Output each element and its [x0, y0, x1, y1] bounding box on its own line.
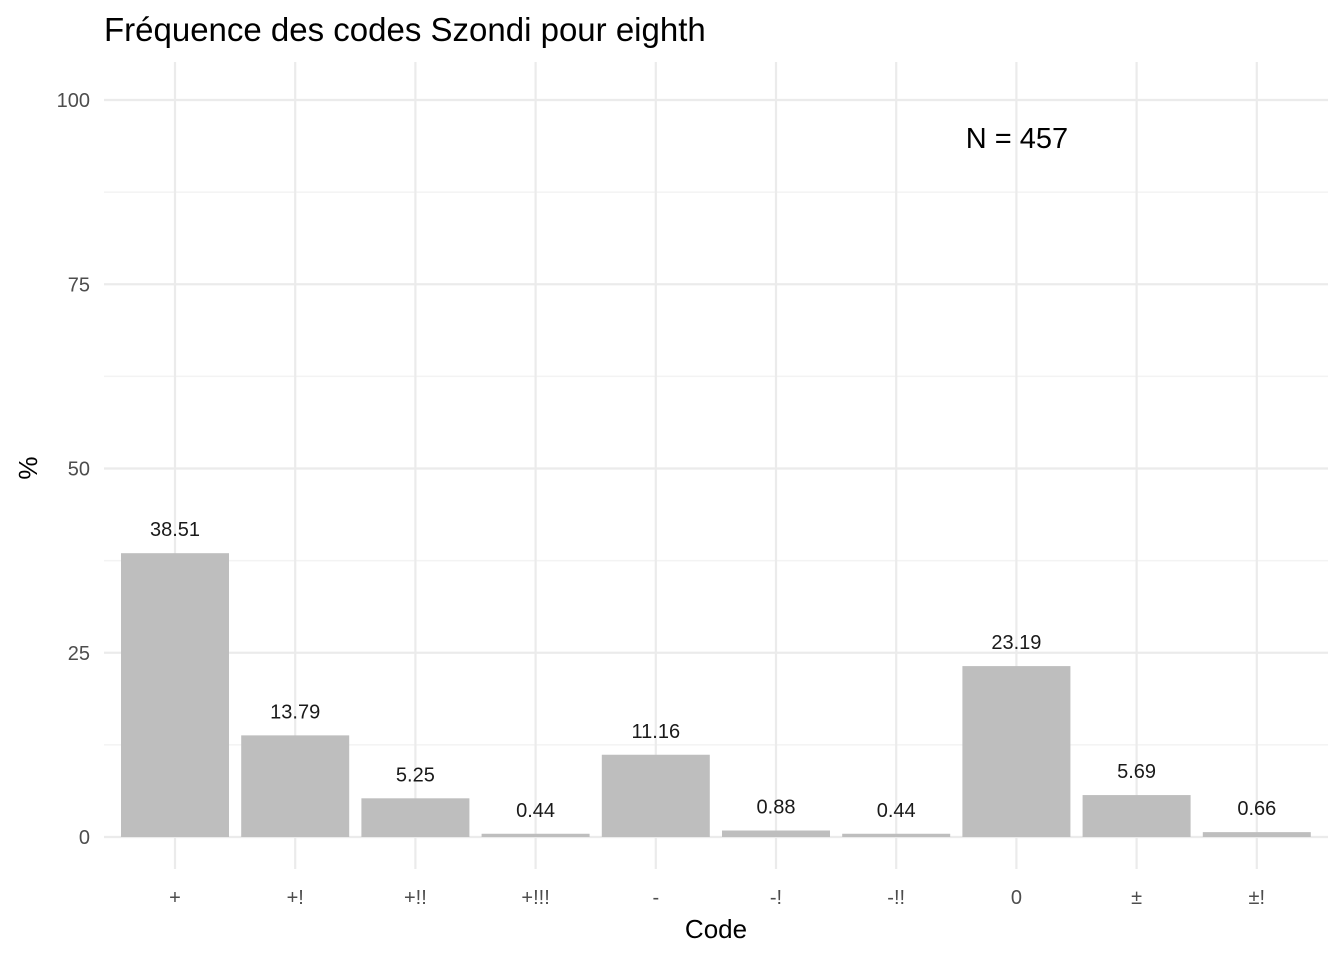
data-label: 5.69 — [1117, 761, 1156, 783]
data-label: 0.44 — [877, 800, 916, 822]
bar — [361, 798, 470, 837]
y-axis-ticks: 0 25 50 75 100 — [57, 90, 90, 849]
bar — [601, 754, 710, 837]
bars-layer — [121, 553, 1311, 837]
y-tick-label: 75 — [68, 274, 90, 296]
bar — [1202, 832, 1311, 837]
y-axis-title: % — [13, 456, 43, 479]
x-tick-label: ±! — [1249, 887, 1266, 909]
x-tick-label: ± — [1131, 887, 1142, 909]
sample-size-annotation: N = 457 — [966, 123, 1068, 155]
y-tick-label: 100 — [57, 90, 90, 112]
x-tick-label: 0 — [1011, 887, 1022, 909]
bar — [1082, 795, 1191, 837]
data-label: 5.25 — [396, 764, 435, 786]
x-axis-ticks: + +! +!! +!!! - -! -!! 0 ± ±! — [169, 887, 1265, 909]
y-tick-label: 0 — [79, 827, 90, 849]
y-tick-label: 25 — [68, 643, 90, 665]
data-label: 11.16 — [632, 721, 681, 743]
data-label: 0.44 — [516, 800, 555, 822]
x-tick-label: - — [652, 887, 659, 909]
data-label: 38.51 — [150, 519, 200, 541]
x-axis-title: Code — [685, 914, 747, 944]
data-label: 13.79 — [270, 701, 320, 723]
data-label: 0.66 — [1237, 798, 1276, 820]
bar — [241, 735, 350, 837]
grid-layer — [104, 62, 1328, 869]
data-labels-layer: 38.51 13.79 5.25 0.44 11.16 0.88 0.44 23.19 5.69… — [150, 519, 1276, 822]
bar — [962, 666, 1071, 837]
bar — [481, 833, 590, 837]
y-tick-label: 50 — [68, 459, 90, 481]
x-tick-label: +!!! — [521, 887, 549, 909]
x-tick-label: + — [169, 887, 181, 909]
data-label: 23.19 — [991, 632, 1041, 654]
x-tick-label: +!! — [404, 887, 427, 909]
x-tick-label: +! — [287, 887, 304, 909]
bar — [722, 830, 830, 837]
bar — [842, 833, 951, 837]
chart-title: Fréquence des codes Szondi pour eighth — [104, 11, 706, 48]
data-label: 0.88 — [757, 797, 796, 819]
x-tick-label: -!! — [887, 887, 905, 909]
bar — [121, 553, 229, 837]
x-tick-label: -! — [770, 887, 782, 909]
